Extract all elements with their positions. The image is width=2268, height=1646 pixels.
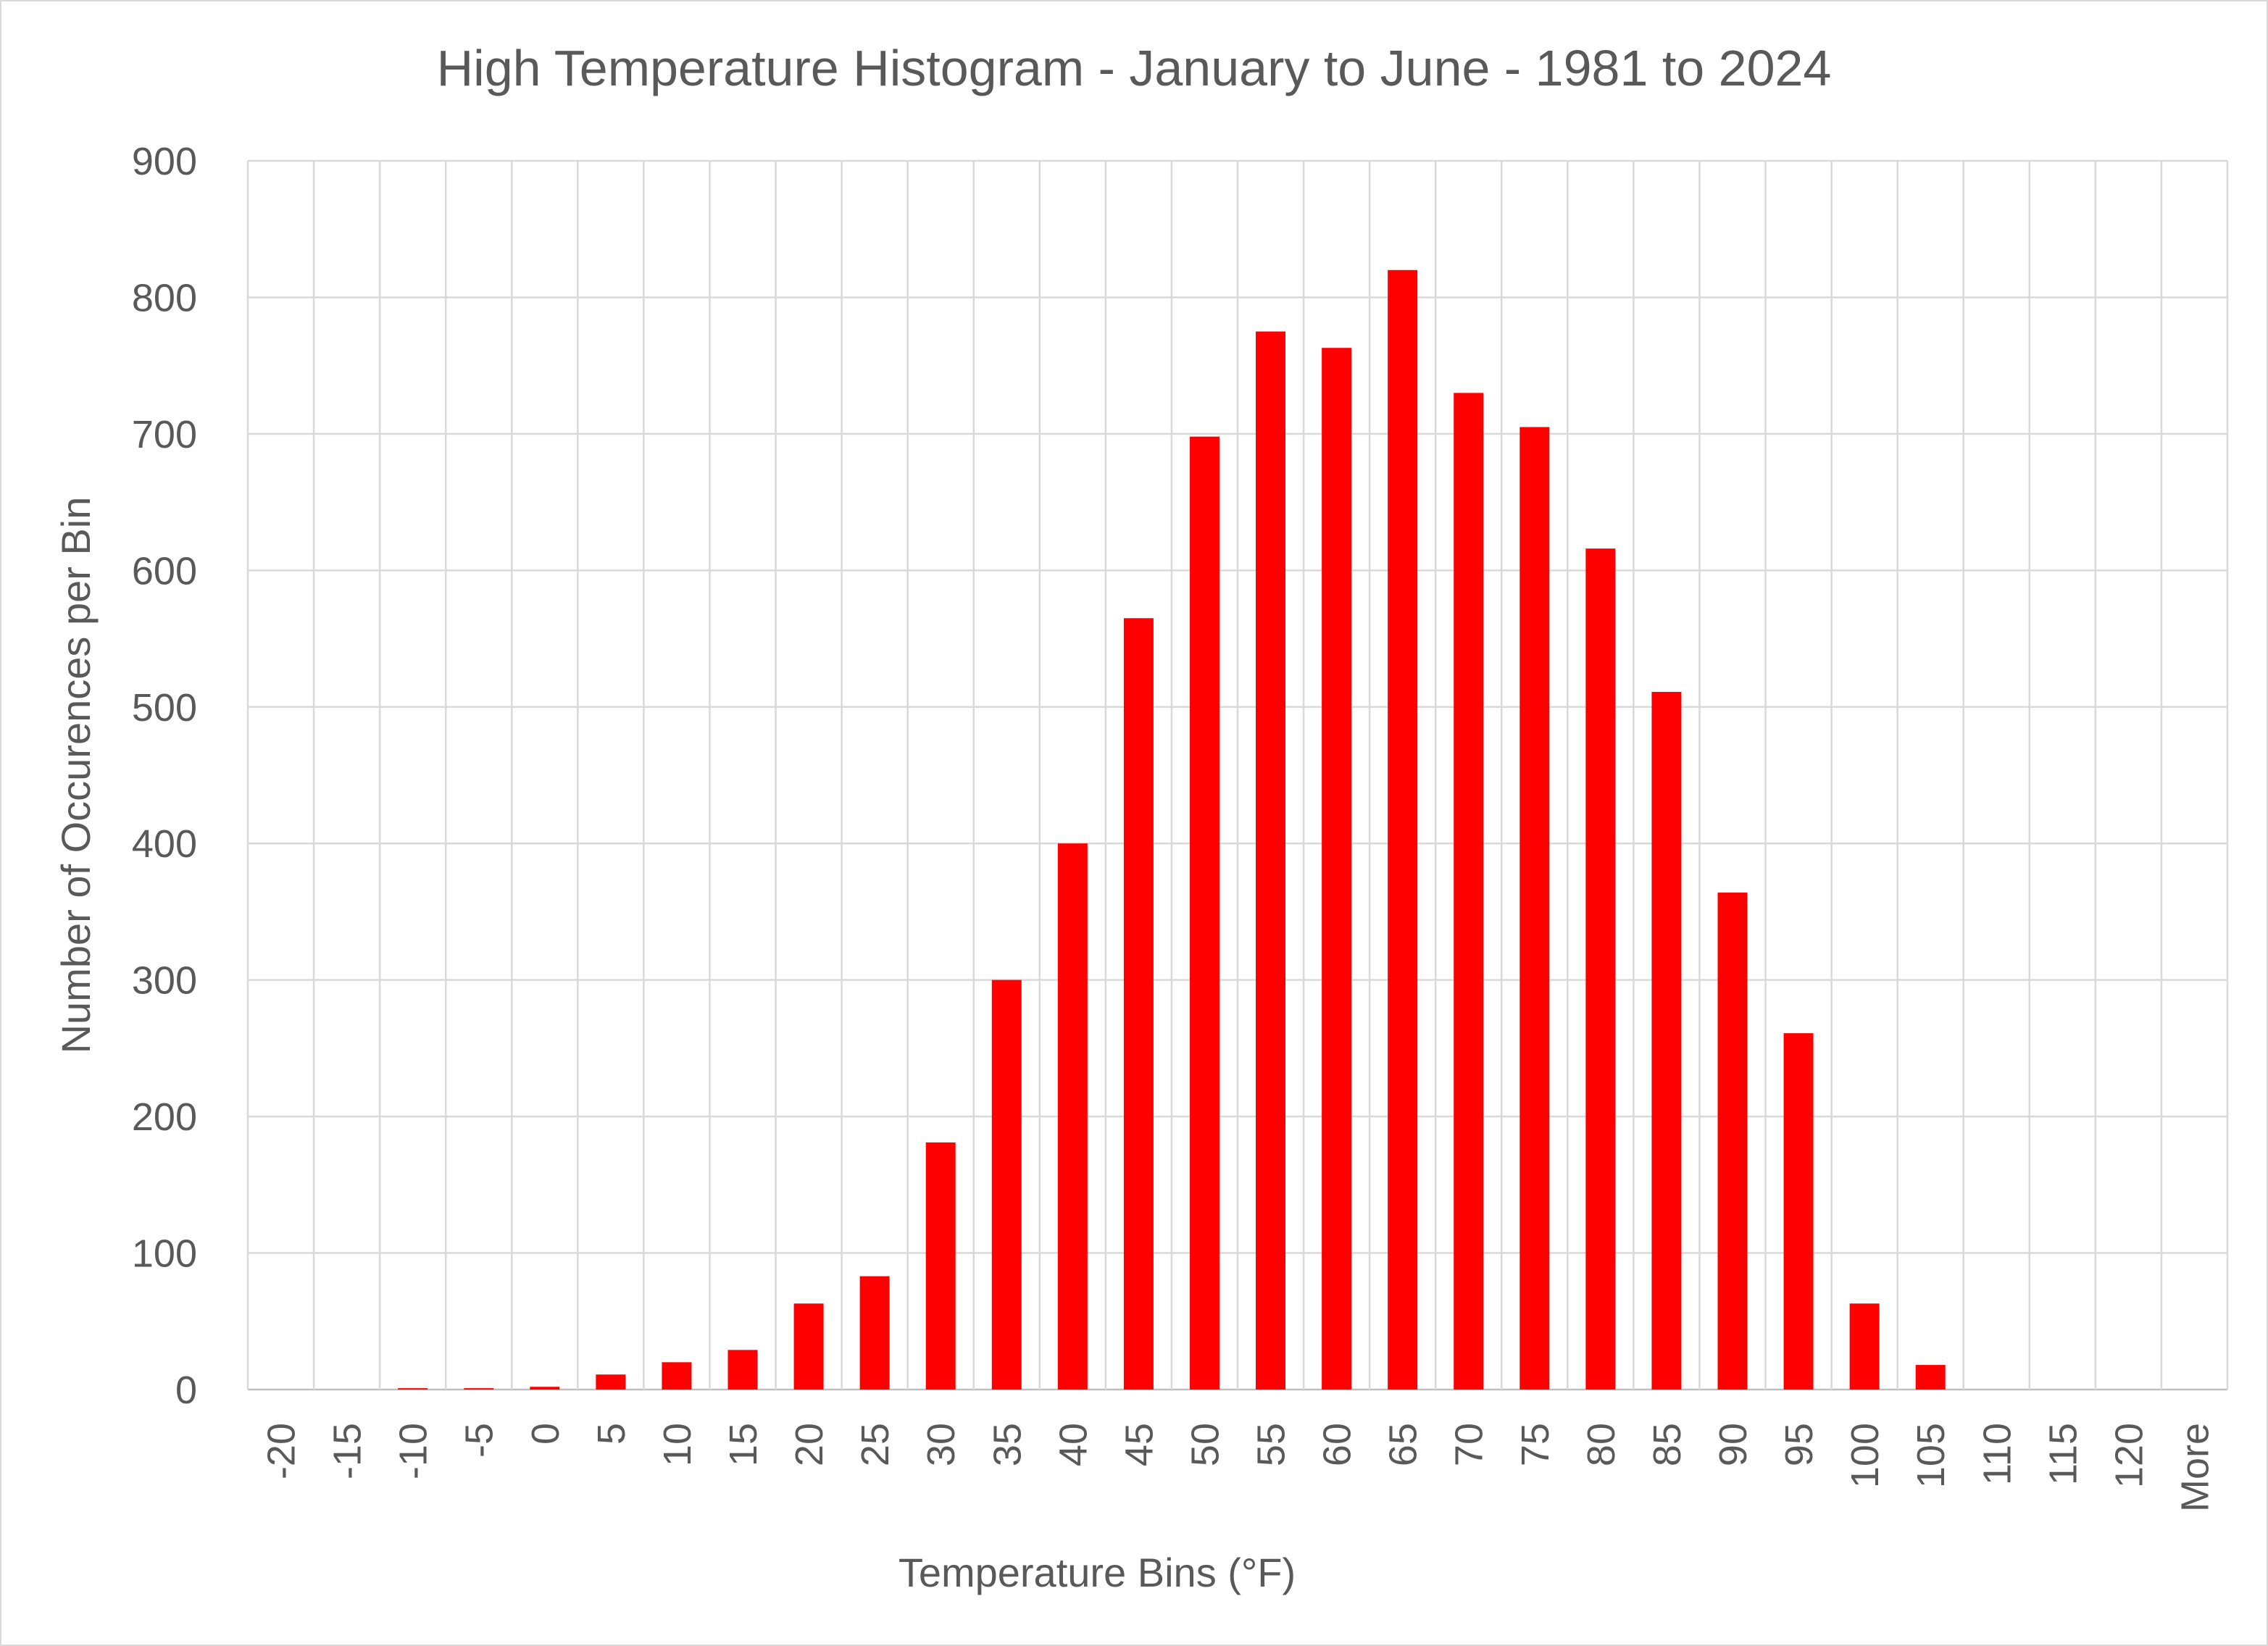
bar [662, 1362, 692, 1390]
bar [1388, 270, 1418, 1390]
x-tick-label: 90 [1712, 1423, 1755, 1466]
x-tick-label: -5 [458, 1423, 501, 1458]
y-tick-label: 600 [132, 549, 197, 593]
x-tick-label: -20 [260, 1423, 304, 1479]
y-tick-label: 800 [132, 276, 197, 319]
y-tick-label: 500 [132, 686, 197, 730]
x-tick-label: 45 [1117, 1423, 1161, 1466]
x-tick-label: 70 [1448, 1423, 1491, 1466]
x-tick-label: 110 [1975, 1423, 2019, 1485]
x-tick-label: 115 [2041, 1423, 2085, 1485]
x-tick-label: 55 [1250, 1423, 1293, 1466]
bar [925, 1142, 956, 1390]
x-tick-label: 120 [2107, 1423, 2151, 1488]
bar [530, 1387, 560, 1390]
x-tick-label: 20 [788, 1423, 831, 1466]
x-tick-label: 25 [854, 1423, 897, 1466]
bar [1057, 843, 1088, 1390]
x-axis-title: Temperature Bins (°F) [899, 1550, 1296, 1595]
bar [1256, 331, 1286, 1390]
chart-title: High Temperature Histogram - January to … [437, 40, 1832, 96]
bar [398, 1388, 428, 1390]
x-tick-label: 100 [1843, 1423, 1887, 1488]
bar [859, 1276, 890, 1390]
x-tick-label: 105 [1909, 1423, 1953, 1488]
bars [398, 270, 1946, 1390]
x-tick-label: 15 [722, 1423, 765, 1466]
x-tick-label: 35 [985, 1423, 1029, 1466]
x-tick-label: 60 [1316, 1423, 1359, 1466]
x-tick-label: 5 [590, 1423, 633, 1445]
bar [1651, 692, 1682, 1390]
bar [793, 1303, 824, 1390]
x-tick-label: 10 [656, 1423, 699, 1466]
bar [1519, 427, 1550, 1390]
x-tick-labels: -20 -15 -10 -5 0 5 10 15 20 25 30 35 40 45 50 55 60 65 70 7… [260, 1423, 2217, 1512]
bar [1322, 348, 1352, 1390]
gridlines [246, 159, 2229, 1391]
x-tick-label: 50 [1183, 1423, 1227, 1466]
bar [596, 1374, 626, 1390]
y-tick-label: 400 [132, 822, 197, 866]
x-tick-label: More [2173, 1423, 2217, 1512]
x-tick-label: 95 [1777, 1423, 1821, 1466]
y-tick-labels: 0 100 200 300 400 500 600 700 800 900 [132, 140, 197, 1412]
x-tick-label: 30 [920, 1423, 963, 1466]
bar [1189, 436, 1220, 1390]
x-tick-label: 40 [1051, 1423, 1095, 1466]
y-tick-label: 200 [132, 1095, 197, 1139]
y-tick-label: 100 [132, 1232, 197, 1276]
y-tick-label: 300 [132, 959, 197, 1003]
bar [1454, 393, 1484, 1390]
x-tick-label: 0 [524, 1423, 567, 1445]
bar [1849, 1303, 1880, 1390]
bar [1783, 1033, 1814, 1390]
y-tick-label: 900 [132, 140, 197, 183]
bar [727, 1350, 758, 1390]
bar [1915, 1365, 1946, 1390]
y-tick-label: 700 [132, 413, 197, 456]
x-tick-label: 85 [1646, 1423, 1689, 1466]
x-tick-label: 80 [1580, 1423, 1623, 1466]
bar [464, 1388, 494, 1390]
bar [1717, 893, 1748, 1390]
y-tick-label: 0 [175, 1369, 197, 1412]
y-axis-title: Number of Occurences per Bin [53, 497, 99, 1054]
x-tick-label: -10 [392, 1423, 435, 1479]
x-tick-label: -15 [326, 1423, 370, 1479]
bar [1123, 618, 1154, 1390]
bar [991, 979, 1022, 1390]
bar [1585, 548, 1616, 1390]
x-tick-label: 65 [1382, 1423, 1425, 1466]
x-tick-label: 75 [1514, 1423, 1557, 1466]
